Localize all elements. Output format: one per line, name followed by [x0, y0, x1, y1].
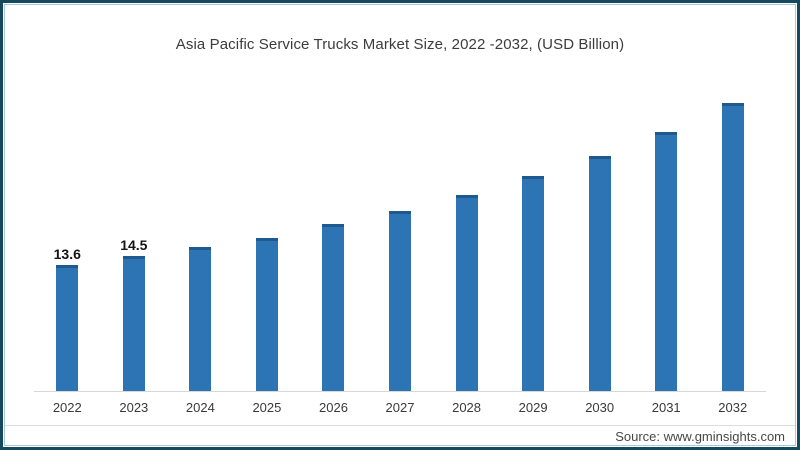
bar-2028 — [455, 195, 478, 391]
chart-title: Asia Pacific Service Trucks Market Size,… — [175, 36, 625, 53]
bar-2026 — [322, 223, 345, 391]
x-axis-label-2024: 2024 — [185, 400, 215, 415]
x-axis-label-2022: 2022 — [52, 400, 82, 415]
bar-column-2024 — [167, 95, 234, 391]
x-axis-label-2025: 2025 — [252, 400, 282, 415]
bar-column-2027 — [367, 95, 434, 391]
bar-column-2028 — [433, 95, 500, 391]
bar-2030 — [588, 156, 611, 391]
page-frame-inner: Asia Pacific Service Trucks Market Size,… — [4, 4, 796, 446]
x-axis-label-2028: 2028 — [452, 400, 482, 415]
bar-2031 — [655, 132, 678, 391]
bar-2024 — [189, 247, 212, 391]
bar-2029 — [522, 175, 545, 391]
bar-2023 — [122, 256, 145, 391]
bar-2025 — [255, 237, 278, 391]
bar-column-2023: 14.5 — [101, 95, 168, 391]
x-axis-label-2030: 2030 — [585, 400, 615, 415]
bar-column-2025 — [234, 95, 301, 391]
bar-value-label-2023: 14.5 — [120, 237, 148, 254]
bar-value-label-2022: 13.6 — [53, 245, 81, 262]
bar-column-2030 — [566, 95, 633, 391]
bar-column-2022: 13.6 — [34, 95, 101, 391]
bar-2032 — [721, 103, 744, 391]
bar-column-2029 — [500, 95, 567, 391]
bar-column-2026 — [300, 95, 367, 391]
bar-2027 — [389, 210, 411, 391]
x-axis-label-2032: 2032 — [718, 400, 748, 415]
bar-column-2032 — [699, 95, 766, 391]
x-axis-label-2029: 2029 — [518, 400, 548, 415]
x-axis-label-2026: 2026 — [319, 400, 348, 415]
x-axis-label-2027: 2027 — [385, 400, 415, 415]
bar-2022 — [56, 264, 79, 391]
plot-area: 13.6 14.5 — [34, 95, 766, 392]
bar-column-2031 — [633, 95, 700, 391]
x-axis-labels: 2022 2023 2024 2025 2026 2027 2028 2029 2030 2031… — [34, 401, 766, 414]
x-axis-label-2023: 2023 — [119, 400, 149, 415]
x-axis-label-2031: 2031 — [651, 400, 681, 415]
footer-divider — [5, 425, 795, 426]
source-attribution: Source: www.gminsights.com — [615, 429, 785, 444]
